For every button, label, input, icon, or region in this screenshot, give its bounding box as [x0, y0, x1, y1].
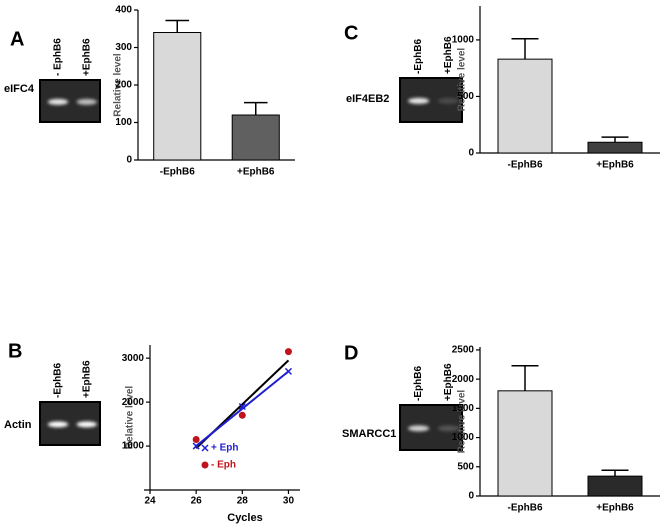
gene-label: SMARCC1	[342, 428, 396, 440]
y-tick-label: 1500	[452, 403, 475, 414]
y-tick-label: 300	[115, 42, 132, 53]
gel-band	[76, 98, 98, 105]
legend-label: - Eph	[211, 460, 236, 471]
y-tick-label: 500	[457, 461, 474, 472]
y-axis-label: Relative level	[457, 390, 468, 454]
lane-label: -EphB6	[413, 366, 424, 401]
y-tick-label: 400	[115, 5, 132, 16]
y-tick-label: 0	[468, 148, 474, 159]
x-tick-label: -EphB6	[508, 160, 543, 171]
x-tick-label: +EphB6	[596, 503, 634, 514]
x-tick-label: 26	[191, 496, 203, 507]
y-axis-label: Relative level	[457, 48, 468, 112]
x-tick-label: -EphB6	[160, 167, 195, 178]
y-axis-label: Relative level	[125, 386, 136, 450]
lane-label: +EphB6	[81, 38, 92, 76]
bar	[153, 32, 202, 161]
bar	[587, 475, 643, 497]
lane-label: +EphB6	[443, 36, 454, 74]
lane-label: -EphB6	[413, 39, 424, 74]
gel-band	[408, 97, 430, 104]
bar	[497, 390, 553, 497]
y-tick-label: 0	[468, 491, 474, 502]
x-axis-label: Cycles	[227, 512, 262, 524]
legend-marker	[201, 461, 209, 469]
y-tick-label: 0	[126, 155, 132, 166]
point	[192, 435, 200, 443]
lane-label: +EphB6	[81, 360, 92, 398]
y-tick-label: 2000	[452, 374, 475, 385]
point	[284, 367, 292, 375]
x-tick-label: +EphB6	[596, 160, 634, 171]
gene-label: eIF4EB2	[346, 93, 389, 105]
point	[238, 402, 246, 411]
lane-label: +EphB6	[443, 363, 454, 401]
x-tick-label: -EphB6	[508, 503, 543, 514]
panel-letter: B	[8, 340, 22, 362]
x-tick-label: 28	[237, 496, 249, 507]
gel-band	[437, 97, 459, 104]
y-axis-label: Relative level	[113, 53, 124, 117]
x-tick-label: +EphB6	[237, 167, 275, 178]
y-tick-label: 2500	[452, 345, 475, 356]
point	[192, 442, 200, 450]
x-tick-label: 24	[144, 496, 156, 507]
legend-label: + Eph	[211, 443, 239, 454]
gel-band	[47, 421, 69, 428]
bar	[231, 114, 280, 161]
lane-label: - EphB6	[53, 38, 64, 76]
y-tick-label: 500	[457, 91, 474, 102]
panel-letter: A	[10, 28, 24, 50]
point	[238, 411, 246, 419]
gel-band	[408, 425, 430, 432]
legend-marker	[201, 444, 209, 452]
bar	[497, 58, 553, 154]
y-tick-label: 3000	[122, 353, 145, 364]
x-tick-label: 30	[283, 496, 295, 507]
y-tick-label: 2000	[122, 397, 145, 408]
lane-label: -EphB6	[53, 363, 64, 398]
gene-label: Actin	[4, 419, 32, 431]
y-tick-label: 200	[115, 80, 132, 91]
y-tick-label: 1000	[122, 441, 145, 452]
y-tick-label: 1000	[452, 432, 475, 443]
panel-letter: D	[344, 342, 358, 364]
gel-band	[47, 98, 69, 105]
y-tick-label: 1000	[452, 35, 475, 46]
panel-letter: C	[344, 22, 358, 44]
fit-line	[195, 370, 290, 447]
gel-band	[76, 421, 98, 428]
gel-band	[437, 425, 459, 432]
bar	[587, 141, 643, 154]
gene-label: eIFC4	[4, 83, 35, 95]
y-tick-label: 100	[115, 117, 132, 128]
point	[284, 348, 292, 356]
